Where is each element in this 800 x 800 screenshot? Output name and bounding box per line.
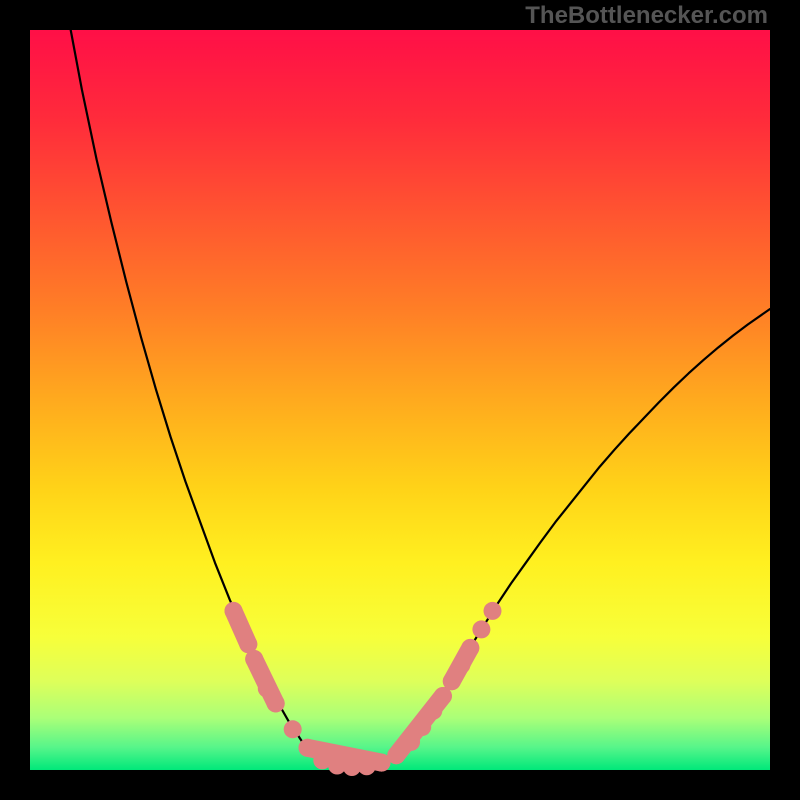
chart-frame: TheBottlenecker.com bbox=[0, 0, 800, 800]
watermark-text: TheBottlenecker.com bbox=[525, 2, 768, 30]
chart-svg bbox=[0, 0, 800, 800]
plot-background bbox=[30, 30, 770, 770]
